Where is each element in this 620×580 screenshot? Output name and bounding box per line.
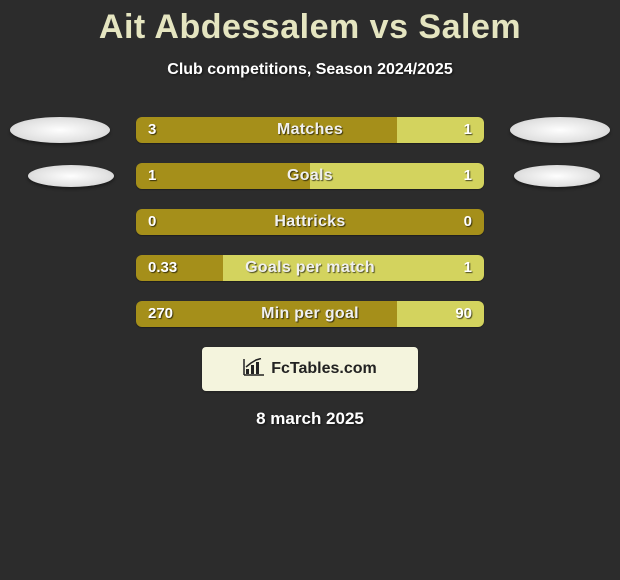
player-avatar-left [28, 165, 114, 187]
bar-segment-right [223, 255, 484, 281]
brand-logo-text: FcTables.com [271, 360, 377, 378]
stat-row: 00Hattricks [0, 209, 620, 235]
page-title: Ait Abdessalem vs Salem [0, 0, 620, 47]
bar-segment-right [397, 117, 484, 143]
stat-bar: 27090Min per goal [136, 301, 484, 327]
stat-bar: 31Matches [136, 117, 484, 143]
player-avatar-right [514, 165, 600, 187]
stat-bar: 11Goals [136, 163, 484, 189]
stat-row: 0.331Goals per match [0, 255, 620, 281]
bar-segment-left [136, 255, 223, 281]
stat-row: 27090Min per goal [0, 301, 620, 327]
stat-bar: 0.331Goals per match [136, 255, 484, 281]
stat-row: 11Goals [0, 163, 620, 189]
stat-row: 31Matches [0, 117, 620, 143]
bar-segment-left [136, 163, 310, 189]
stat-bar: 00Hattricks [136, 209, 484, 235]
bar-segment-left [136, 117, 397, 143]
bar-segment-right [310, 163, 484, 189]
player-avatar-right [510, 117, 610, 143]
date-text: 8 march 2025 [0, 409, 620, 429]
chart-icon [243, 358, 265, 381]
brand-logo: FcTables.com [202, 347, 418, 391]
subtitle: Club competitions, Season 2024/2025 [0, 61, 620, 79]
comparison-chart: 31Matches 11Goals 00Hattricks 0.331Goals pe… [0, 117, 620, 327]
bar-segment-right [397, 301, 484, 327]
bar-segment-left [136, 301, 397, 327]
bar-segment-left [136, 209, 484, 235]
player-avatar-left [10, 117, 110, 143]
